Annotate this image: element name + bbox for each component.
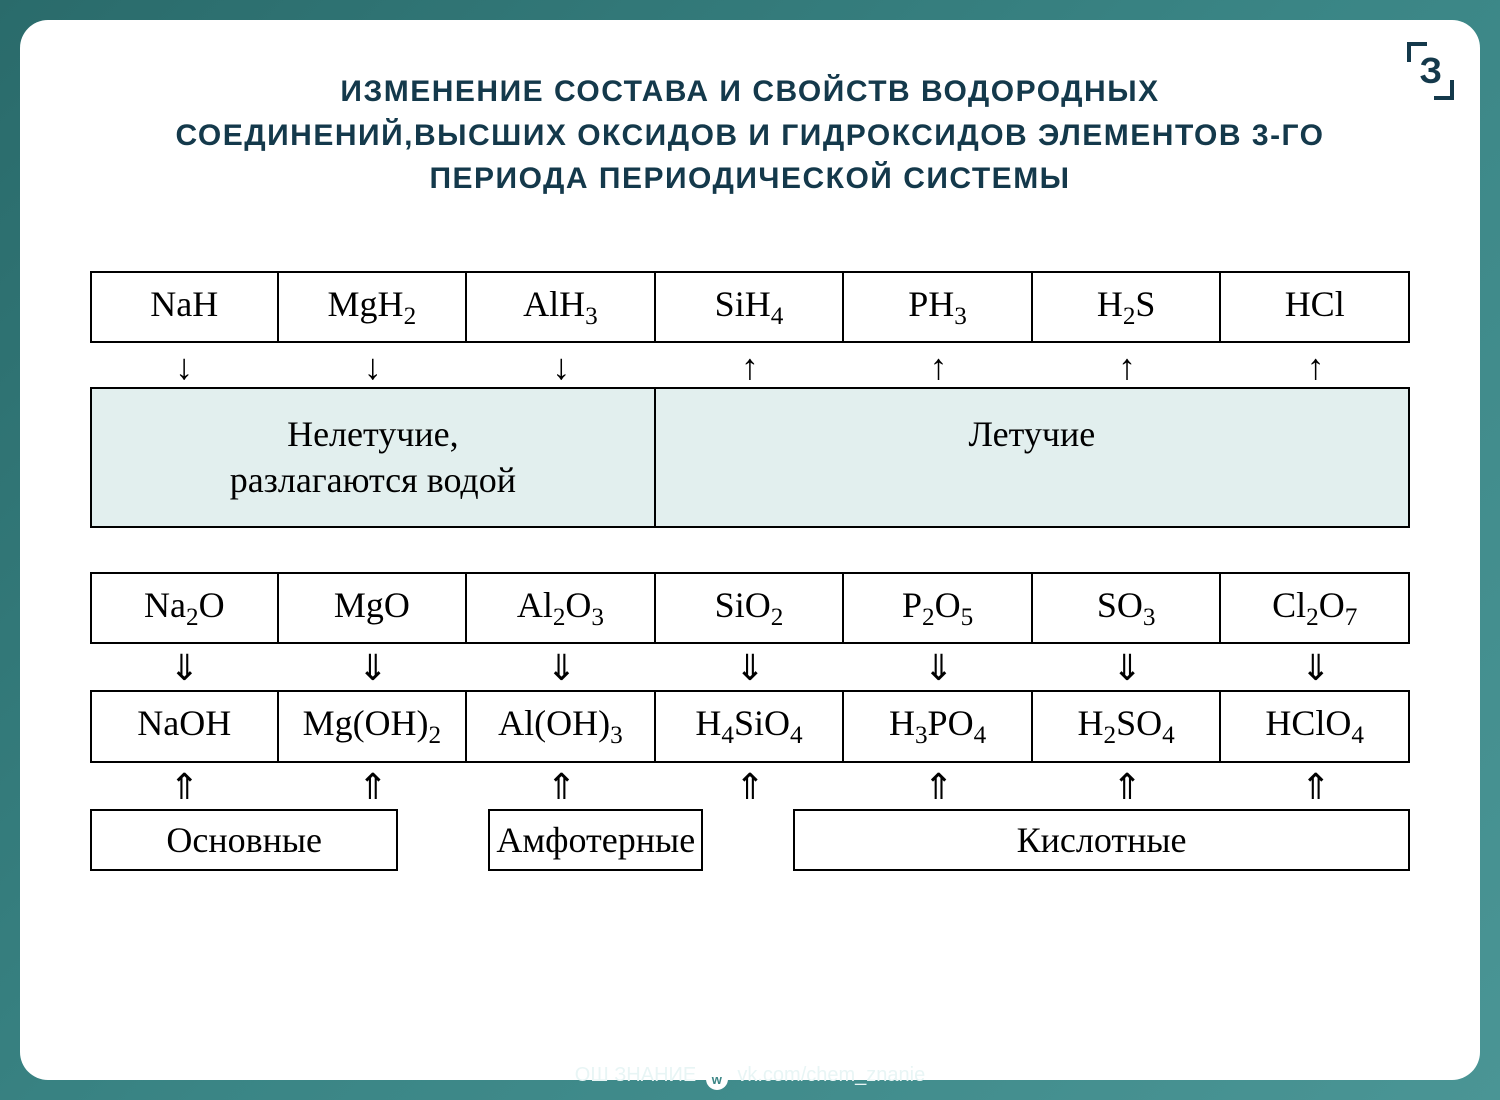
oxide-arrow-4: ⇓ bbox=[844, 650, 1033, 686]
oxide-arrow-1: ⇓ bbox=[279, 650, 468, 686]
hydride-arrow-1: ↓ bbox=[279, 349, 468, 385]
hydroxide-arrow-6: ⇑ bbox=[1221, 769, 1410, 805]
oxide-arrow-5: ⇓ bbox=[1033, 650, 1222, 686]
vk-icon: w bbox=[706, 1068, 728, 1090]
category-0: Основные bbox=[90, 809, 398, 871]
oxide-arrow-3: ⇓ bbox=[656, 650, 845, 686]
oxide-arrow-2: ⇓ bbox=[467, 650, 656, 686]
hydroxide-cell-3: H4SiO4 bbox=[654, 690, 845, 762]
hydroxide-cell-0: NaOH bbox=[90, 690, 279, 762]
hydride-arrow-2: ↓ bbox=[467, 349, 656, 385]
hydrides-arrows: ↓↓↓↑↑↑↑ bbox=[90, 343, 1410, 389]
oxide-cell-5: SO3 bbox=[1031, 572, 1222, 644]
hydride-cell-3: SiH4 bbox=[654, 271, 845, 343]
hydride-arrow-4: ↑ bbox=[844, 349, 1033, 385]
hydroxide-cell-5: H2SO4 bbox=[1031, 690, 1222, 762]
footer-credit: ОШ ЗНАНИЕ w vk.com/chem_znanie bbox=[0, 1064, 1500, 1091]
hydrides-groups: Нелетучие,разлагаются водойЛетучие bbox=[90, 387, 1410, 529]
hydride-group-1: Летучие bbox=[654, 387, 1410, 529]
hydride-arrow-0: ↓ bbox=[90, 349, 279, 385]
hydride-group-0: Нелетучие,разлагаются водой bbox=[90, 387, 656, 529]
hydrides-row: NaHMgH2AlH3SiH4PH3H2SHCl bbox=[90, 271, 1410, 343]
hydride-cell-0: NaH bbox=[90, 271, 279, 343]
brand-logo: З bbox=[1419, 50, 1442, 92]
hydride-arrow-5: ↑ bbox=[1033, 349, 1222, 385]
oxides-arrows-down: ⇓⇓⇓⇓⇓⇓⇓ bbox=[90, 644, 1410, 690]
hydroxide-arrow-1: ⇑ bbox=[279, 769, 468, 805]
hydroxide-arrow-4: ⇑ bbox=[844, 769, 1033, 805]
hydroxide-cell-4: H3PO4 bbox=[842, 690, 1033, 762]
hydride-cell-6: HCl bbox=[1219, 271, 1410, 343]
hydroxides-row: NaOHMg(OH)2Al(OH)3H4SiO4H3PO4H2SO4HClO4 bbox=[90, 690, 1410, 762]
footer-url: vk.com/chem_znanie bbox=[737, 1064, 925, 1086]
hydroxide-arrow-5: ⇑ bbox=[1033, 769, 1222, 805]
category-1: Амфотерные bbox=[488, 809, 703, 871]
hydride-arrow-6: ↑ bbox=[1221, 349, 1410, 385]
categories-row: Основные Амфотерные Кислотные bbox=[90, 809, 1410, 871]
hydroxide-cell-2: Al(OH)3 bbox=[465, 690, 656, 762]
hydride-cell-5: H2S bbox=[1031, 271, 1222, 343]
hydroxide-cell-6: HClO4 bbox=[1219, 690, 1410, 762]
hydroxide-arrow-2: ⇑ bbox=[467, 769, 656, 805]
slide-title: ИЗМЕНЕНИЕ СОСТАВА И СВОЙСТВ ВОДОРОДНЫХ С… bbox=[90, 70, 1410, 201]
hydroxides-arrows-up: ⇑⇑⇑⇑⇑⇑⇑ bbox=[90, 763, 1410, 809]
hydride-cell-2: AlH3 bbox=[465, 271, 656, 343]
oxide-cell-3: SiO2 bbox=[654, 572, 845, 644]
oxide-cell-4: P2O5 bbox=[842, 572, 1033, 644]
hydride-cell-4: PH3 bbox=[842, 271, 1033, 343]
hydroxide-arrow-0: ⇑ bbox=[90, 769, 279, 805]
oxide-cell-6: Cl2O7 bbox=[1219, 572, 1410, 644]
oxides-row: Na2OMgOAl2O3SiO2P2O5SO3Cl2O7 bbox=[90, 572, 1410, 644]
oxide-cell-2: Al2O3 bbox=[465, 572, 656, 644]
footer-brand: ОШ ЗНАНИЕ bbox=[575, 1064, 696, 1086]
oxide-cell-1: MgO bbox=[277, 572, 468, 644]
diagram-content: NaHMgH2AlH3SiH4PH3H2SHCl ↓↓↓↑↑↑↑ Нелетуч… bbox=[90, 271, 1410, 871]
hydroxide-cell-1: Mg(OH)2 bbox=[277, 690, 468, 762]
hydride-arrow-3: ↑ bbox=[656, 349, 845, 385]
category-2: Кислотные bbox=[793, 809, 1410, 871]
oxide-arrow-6: ⇓ bbox=[1221, 650, 1410, 686]
oxide-cell-0: Na2O bbox=[90, 572, 279, 644]
oxide-arrow-0: ⇓ bbox=[90, 650, 279, 686]
slide-card: З ИЗМЕНЕНИЕ СОСТАВА И СВОЙСТВ ВОДОРОДНЫХ… bbox=[20, 20, 1480, 1080]
hydride-cell-1: MgH2 bbox=[277, 271, 468, 343]
hydroxide-arrow-3: ⇑ bbox=[656, 769, 845, 805]
